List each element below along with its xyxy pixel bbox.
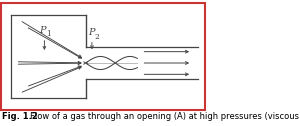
Text: Fig. 1.2: Fig. 1.2 — [2, 112, 38, 121]
Text: 1: 1 — [46, 30, 51, 38]
Text: P: P — [88, 28, 94, 37]
Text: 2: 2 — [94, 33, 100, 41]
Text: P: P — [39, 26, 46, 35]
Text: Flow of a gas through an opening (A) at high pressures (viscous flow): Flow of a gas through an opening (A) at … — [30, 112, 300, 121]
